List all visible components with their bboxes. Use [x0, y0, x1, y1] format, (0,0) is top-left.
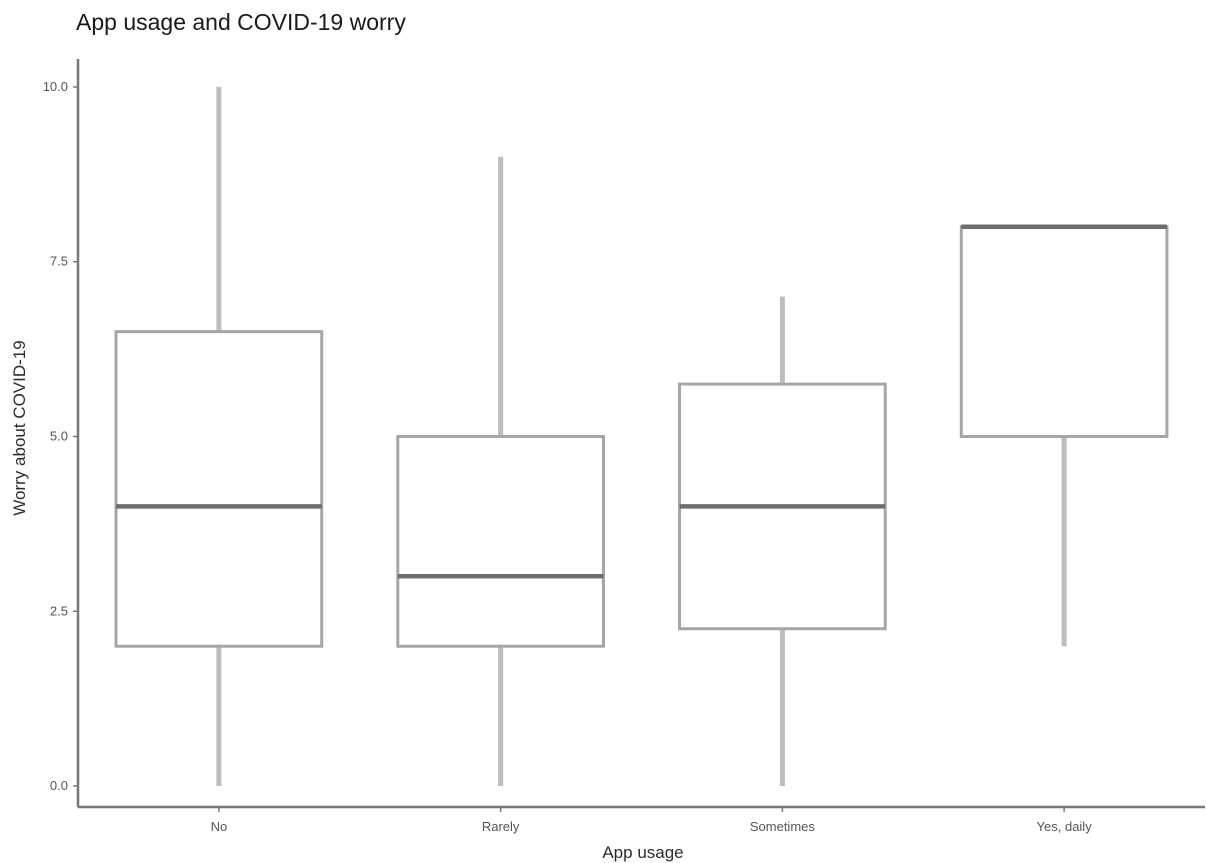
box-iqr	[959, 225, 1169, 438]
box-series	[114, 86, 1169, 787]
y-tick-label: 7.5	[50, 254, 68, 269]
box-group	[959, 224, 1169, 647]
x-tick-label: No	[211, 819, 228, 834]
box-iqr	[396, 434, 605, 648]
box-group	[114, 86, 324, 787]
box-iqr	[114, 330, 324, 648]
box-group	[396, 156, 605, 787]
x-axis-ticks: No Rarely Sometimes Yes, daily	[211, 807, 1093, 834]
chart-title: App usage and COVID-19 worry	[76, 9, 406, 35]
x-tick-label: Rarely	[482, 819, 520, 834]
y-axis-ticks: 0.0 2.5 5.0 7.5 10.0	[43, 79, 78, 793]
y-axis-title: Worry about COVID-19	[10, 340, 29, 515]
box-group	[678, 296, 887, 787]
y-tick-label: 2.5	[50, 603, 68, 618]
y-tick-label: 0.0	[50, 778, 68, 793]
y-tick-label: 10.0	[43, 79, 68, 94]
x-tick-label: Yes, daily	[1037, 819, 1093, 834]
x-tick-label: Sometimes	[750, 819, 816, 834]
x-axis-title: App usage	[602, 843, 683, 862]
y-tick-label: 5.0	[50, 428, 68, 443]
